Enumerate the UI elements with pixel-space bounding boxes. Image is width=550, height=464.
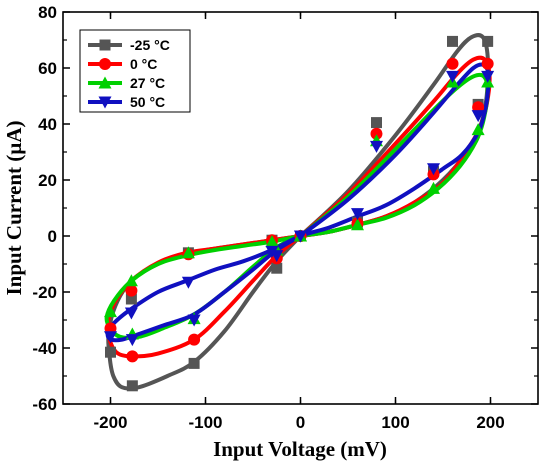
series-point-2 — [471, 123, 485, 136]
x-tick-label: 0 — [296, 413, 305, 432]
series-markers — [104, 35, 495, 392]
series-point-0 — [126, 380, 138, 392]
y-tick-label: 60 — [38, 59, 57, 78]
y-tick-label: 0 — [48, 227, 57, 246]
legend: -25 °C 0 °C 27 °C 50 °C — [79, 29, 191, 113]
series-point-1 — [125, 284, 138, 297]
series-point-1 — [481, 57, 494, 70]
series-point-3 — [104, 331, 117, 344]
series-point-3 — [124, 307, 138, 320]
series-point-1 — [188, 333, 201, 346]
x-tick-label: -200 — [93, 413, 127, 432]
series-point-1 — [370, 127, 383, 140]
series-point-1 — [126, 350, 139, 363]
y-tick-label: 40 — [38, 115, 57, 134]
legend-marker-1 — [99, 58, 111, 70]
series-point-3 — [481, 70, 495, 83]
x-tick-label: 200 — [476, 413, 504, 432]
series-point-2 — [351, 218, 364, 231]
legend-label-2: 27 °C — [130, 75, 165, 91]
series-point-0 — [105, 346, 116, 358]
series-point-0 — [271, 262, 283, 274]
series-point-0 — [188, 357, 200, 369]
x-axis-label: Input Voltage (mV) — [213, 437, 387, 461]
legend-marker-2 — [98, 76, 112, 89]
series-point-0 — [482, 35, 494, 47]
x-tick-label: -100 — [188, 413, 222, 432]
series-point-0 — [447, 35, 458, 47]
legend-marker-3 — [98, 96, 112, 109]
y-axis-label: Input Current (µA) — [2, 120, 26, 295]
series-point-3 — [187, 314, 201, 327]
series-point-2 — [181, 246, 195, 259]
legend-label-0: -25 °C — [130, 37, 170, 53]
series-point-3 — [294, 230, 307, 243]
series-line-3 — [105, 62, 491, 343]
y-tick-label: -60 — [32, 395, 57, 414]
x-axis-ticks: -200 -100 0 100 200 — [93, 12, 505, 432]
legend-label-3: 50 °C — [130, 94, 165, 110]
series-point-0 — [125, 293, 137, 305]
series-point-2 — [124, 274, 138, 287]
series-point-1 — [446, 57, 459, 70]
series-point-3 — [446, 70, 459, 83]
legend-marker-0 — [99, 39, 111, 51]
series-point-3 — [370, 140, 383, 153]
x-tick-label: 100 — [381, 413, 409, 432]
series-point-3 — [427, 163, 440, 176]
series-point-3 — [181, 276, 195, 289]
y-tick-label: -40 — [32, 339, 57, 358]
series-point-2 — [427, 181, 440, 194]
series-point-0 — [371, 117, 382, 129]
y-axis-ticks: -60 -40 -20 0 20 40 60 80 — [32, 3, 538, 414]
series-point-3 — [125, 334, 139, 347]
y-tick-label: 80 — [38, 3, 57, 22]
series-point-3 — [471, 110, 485, 123]
series-point-3 — [351, 208, 364, 221]
y-tick-label: 20 — [38, 171, 57, 190]
series-point-2 — [104, 305, 117, 318]
series-point-3 — [270, 250, 284, 263]
series-line-2 — [104, 72, 490, 340]
y-tick-label: -20 — [32, 283, 57, 302]
series-point-2 — [265, 235, 279, 248]
legend-label-1: 0 °C — [130, 56, 157, 72]
